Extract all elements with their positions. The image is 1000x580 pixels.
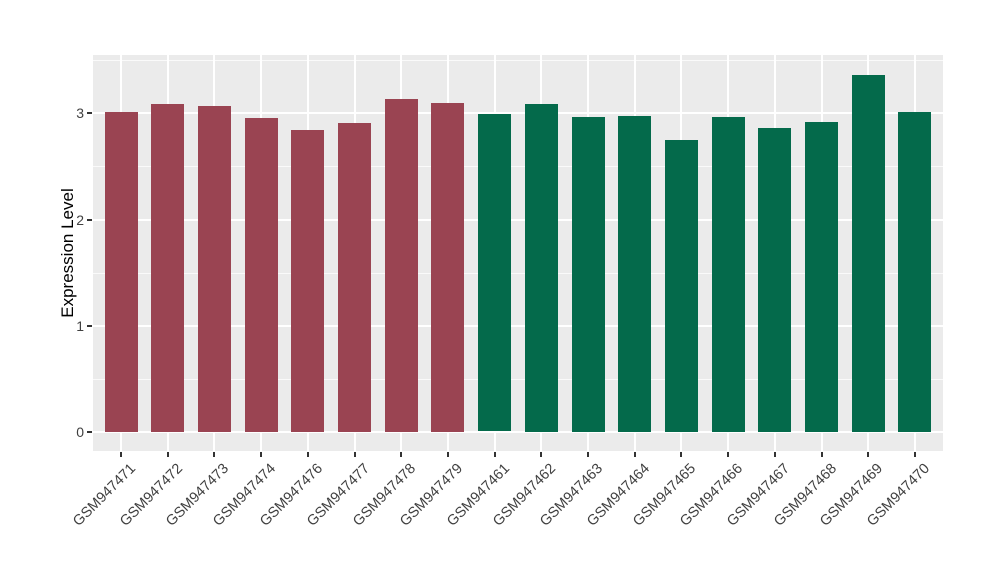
x-tick xyxy=(680,452,682,457)
y-tick-label: 0 xyxy=(76,424,84,440)
x-tick xyxy=(587,452,589,457)
x-tick-label: GSM947476 xyxy=(257,460,327,530)
y-tick-label: 1 xyxy=(76,318,84,334)
y-tick xyxy=(87,431,92,433)
gridline-major-y xyxy=(93,112,943,114)
x-tick xyxy=(914,452,916,457)
bar xyxy=(525,104,558,432)
bar xyxy=(245,118,278,432)
plot-panel xyxy=(93,55,943,451)
x-tick-label: GSM947479 xyxy=(397,460,467,530)
x-tick xyxy=(821,452,823,457)
x-tick xyxy=(354,452,356,457)
x-tick-label: GSM947474 xyxy=(210,460,280,530)
x-tick-label: GSM947473 xyxy=(163,460,233,530)
x-tick xyxy=(400,452,402,457)
x-tick-label: GSM947465 xyxy=(630,460,700,530)
gridline-minor-y xyxy=(93,273,943,274)
x-tick-label: GSM947478 xyxy=(350,460,420,530)
x-tick xyxy=(120,452,122,457)
x-tick xyxy=(634,452,636,457)
bar xyxy=(338,123,371,432)
bar xyxy=(758,128,791,432)
bar xyxy=(712,117,745,432)
x-tick xyxy=(774,452,776,457)
bar xyxy=(478,114,511,431)
x-tick xyxy=(260,452,262,457)
y-axis-title: Expression Level xyxy=(58,188,77,318)
bar xyxy=(898,112,931,432)
bar xyxy=(198,106,231,432)
bar xyxy=(852,75,885,432)
x-tick xyxy=(867,452,869,457)
x-tick-label: GSM947471 xyxy=(70,460,140,530)
x-tick-label: GSM947462 xyxy=(490,460,560,530)
y-tick xyxy=(87,112,92,114)
gridline-major-y xyxy=(93,325,943,327)
bar xyxy=(291,130,324,432)
bar xyxy=(151,104,184,432)
x-tick xyxy=(307,452,309,457)
bar xyxy=(105,112,138,432)
bar xyxy=(665,140,698,432)
x-tick xyxy=(213,452,215,457)
bar xyxy=(805,122,838,432)
x-tick-label: GSM947470 xyxy=(864,460,934,530)
x-tick-label: GSM947467 xyxy=(724,460,794,530)
gridline-major-y xyxy=(93,431,943,433)
bar xyxy=(572,117,605,432)
bar xyxy=(618,116,651,432)
gridline-minor-y xyxy=(93,166,943,167)
x-tick xyxy=(167,452,169,457)
bar xyxy=(385,99,418,432)
x-tick xyxy=(447,452,449,457)
x-tick-label: GSM947469 xyxy=(817,460,887,530)
y-tick-label: 3 xyxy=(76,105,84,121)
x-tick-label: GSM947466 xyxy=(677,460,747,530)
y-tick xyxy=(87,325,92,327)
x-tick xyxy=(494,452,496,457)
y-tick xyxy=(87,219,92,221)
x-tick xyxy=(540,452,542,457)
bar xyxy=(431,103,464,432)
x-tick xyxy=(727,452,729,457)
gridline-minor-y xyxy=(93,379,943,380)
x-tick-label: GSM947463 xyxy=(537,460,607,530)
gridline-minor-y xyxy=(93,60,943,61)
gridline-major-y xyxy=(93,219,943,221)
y-tick-label: 2 xyxy=(76,212,84,228)
